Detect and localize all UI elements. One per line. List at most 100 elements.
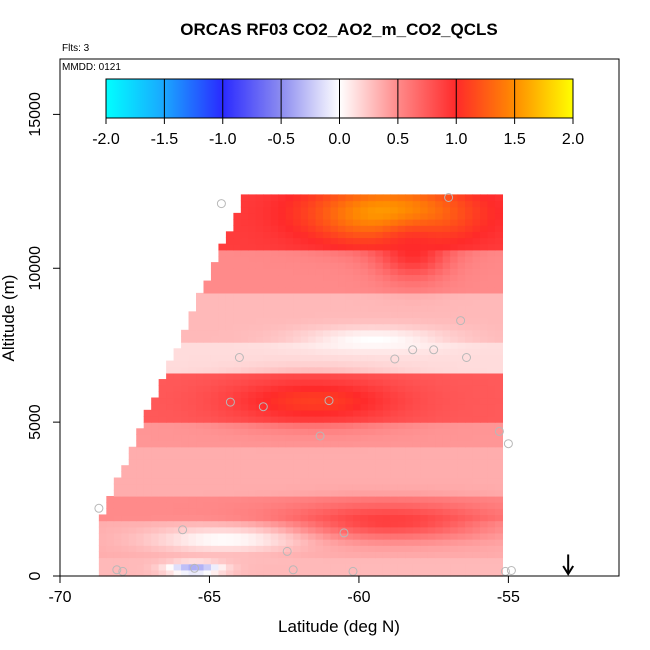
heatmap-cell (375, 274, 384, 282)
heatmap-cell (367, 385, 376, 392)
heatmap-cell (450, 354, 459, 362)
heatmap-cell (106, 508, 115, 516)
heatmap-cell (375, 280, 384, 288)
heatmap-cell (158, 495, 167, 503)
x-tick-label: -65 (198, 589, 221, 606)
heatmap-cell (494, 557, 504, 565)
heatmap-cell (308, 465, 317, 472)
heatmap-cell (427, 299, 436, 306)
heatmap-cell (255, 212, 264, 220)
heatmap-cell (442, 206, 451, 214)
heatmap-cell (367, 323, 376, 331)
heatmap-cell (106, 545, 115, 552)
heatmap-cell (494, 292, 504, 300)
heatmap-cell (427, 225, 436, 232)
heatmap-cell (427, 335, 436, 343)
heatmap-cell (285, 342, 294, 349)
heatmap-cell (487, 514, 496, 522)
heatmap-cell (390, 268, 399, 276)
heatmap-cell (233, 422, 242, 429)
heatmap-cell (255, 428, 264, 436)
heatmap-cell (338, 335, 347, 343)
heatmap-cell (173, 551, 182, 559)
heatmap-cell (240, 520, 249, 528)
heatmap-cell (375, 532, 384, 540)
heatmap-cell (412, 237, 421, 245)
heatmap-cell (151, 459, 160, 466)
heatmap-cell (300, 569, 309, 577)
heatmap-cell (196, 459, 205, 466)
heatmap-cell (300, 434, 309, 442)
heatmap-cell (263, 415, 272, 423)
heatmap-cell (240, 237, 249, 245)
heatmap-cell (338, 212, 347, 220)
heatmap-cell (375, 422, 384, 429)
heatmap-cell (233, 348, 242, 356)
heatmap-cell (263, 459, 272, 466)
heatmap-cell (397, 335, 406, 343)
heatmap-cell (285, 317, 294, 325)
heatmap-cell (188, 385, 197, 392)
heatmap-cell (382, 502, 391, 509)
heatmap-cell (181, 403, 190, 411)
heatmap-cell (457, 200, 466, 208)
heatmap-cell (382, 243, 391, 251)
heatmap-cell (315, 354, 324, 362)
heatmap-cell (352, 329, 362, 337)
heatmap-cell (405, 403, 414, 411)
heatmap-cell (427, 385, 436, 392)
heatmap-cell (293, 446, 302, 454)
heatmap-cell (450, 532, 459, 540)
heatmap-cell (315, 495, 324, 503)
heatmap-cell (196, 471, 205, 479)
heatmap-cell (450, 317, 459, 325)
heatmap-cell (315, 520, 324, 528)
heatmap-cell (367, 194, 376, 202)
heatmap-cell (181, 471, 190, 479)
heatmap-cell (255, 219, 264, 226)
heatmap-cell (293, 459, 302, 466)
heatmap-cell (308, 409, 317, 417)
heatmap-cell (210, 508, 220, 516)
heatmap-cell (494, 194, 504, 202)
heatmap-cell (158, 557, 167, 565)
heatmap-cell (248, 526, 257, 534)
heatmap-cell (382, 415, 391, 423)
heatmap-cell (450, 243, 459, 251)
heatmap-cell (225, 292, 234, 300)
heatmap-cell (494, 434, 504, 442)
heatmap-cell (352, 292, 362, 300)
heatmap-cell (270, 323, 279, 331)
heatmap-cell (375, 415, 384, 423)
heatmap-cell (240, 292, 249, 300)
heatmap-cell (136, 440, 145, 448)
heatmap-cell (450, 299, 459, 306)
heatmap-cell (397, 409, 406, 417)
heatmap-cell (210, 557, 220, 565)
heatmap-cell (435, 459, 444, 466)
heatmap-cell (487, 323, 496, 331)
heatmap-cell (367, 372, 376, 380)
heatmap-cell (480, 286, 489, 294)
heatmap-cell (136, 569, 145, 577)
heatmap-cell (435, 520, 444, 528)
heatmap-cell (472, 545, 481, 552)
heatmap-cell (382, 280, 391, 288)
heatmap-cell (240, 311, 249, 319)
heatmap-cell (330, 502, 339, 509)
heatmap-cell (113, 514, 122, 522)
heatmap-cell (323, 397, 332, 405)
heatmap-cell (315, 452, 324, 460)
heatmap-cell (293, 452, 302, 460)
heatmap-cell (412, 335, 421, 343)
heatmap-cell (293, 428, 302, 436)
heatmap-cell (166, 428, 175, 436)
heatmap-cell (375, 545, 384, 552)
heatmap-cell (427, 422, 436, 429)
heatmap-cell (450, 551, 459, 559)
heatmap-cell (98, 532, 107, 540)
heatmap-cell (412, 514, 421, 522)
heatmap-cell (98, 545, 107, 552)
heatmap-cell (420, 569, 429, 577)
heatmap-cell (293, 409, 302, 417)
